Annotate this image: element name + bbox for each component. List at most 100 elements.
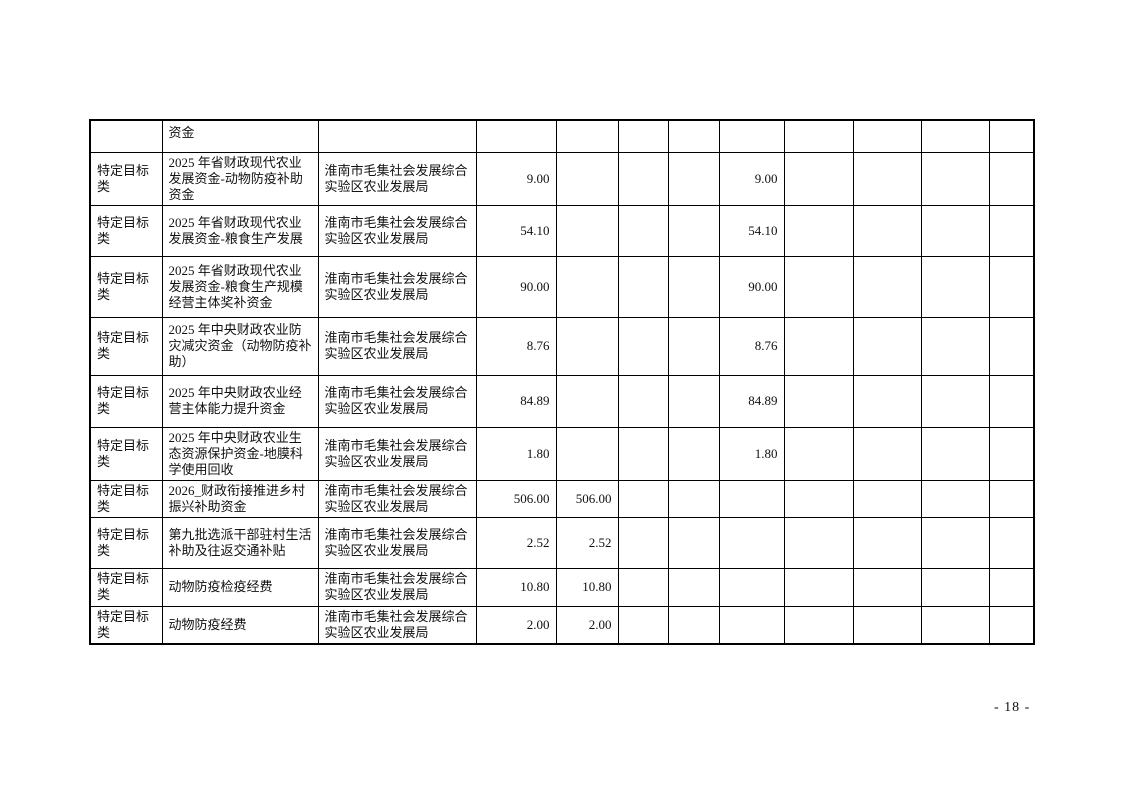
empty-cell bbox=[617, 151, 669, 206]
table-row: 特定目标类 2026_财政衔接推进乡村振兴补助资金 淮南市毛集社会发展综合实验区… bbox=[89, 479, 1035, 518]
amount-cell-c: 8.76 bbox=[718, 316, 785, 376]
category-cell: 特定目标类 bbox=[89, 479, 163, 518]
empty-cell bbox=[852, 605, 922, 645]
agency-cell: 淮南市毛集社会发展综合实验区农业发展局 bbox=[317, 204, 477, 257]
empty-cell bbox=[667, 204, 720, 257]
agency-cell: 淮南市毛集社会发展综合实验区农业发展局 bbox=[317, 151, 477, 206]
amount-cell-a: 2.00 bbox=[475, 605, 557, 645]
empty-cell bbox=[667, 567, 720, 607]
category-cell: 特定目标类 bbox=[89, 316, 163, 376]
amount-cell-a: 90.00 bbox=[475, 255, 557, 318]
empty-cell bbox=[988, 426, 1035, 481]
empty-cell bbox=[852, 151, 922, 206]
project-cell: 2025 年中央财政农业经营主体能力提升资金 bbox=[161, 374, 319, 428]
empty-cell bbox=[920, 374, 990, 428]
empty-cell bbox=[852, 374, 922, 428]
project-cell: 2025 年省财政现代农业发展资金-动物防疫补助资金 bbox=[161, 151, 319, 206]
category-cell: 特定目标类 bbox=[89, 255, 163, 318]
empty-cell bbox=[852, 316, 922, 376]
project-cell: 2026_财政衔接推进乡村振兴补助资金 bbox=[161, 479, 319, 518]
category-cell: 特定目标类 bbox=[89, 567, 163, 607]
empty-cell bbox=[783, 119, 854, 153]
empty-cell bbox=[988, 255, 1035, 318]
project-cell: 2025 年中央财政农业生态资源保护资金-地膜科学使用回收 bbox=[161, 426, 319, 481]
empty-cell bbox=[617, 119, 669, 153]
empty-cell bbox=[783, 426, 854, 481]
empty-cell bbox=[988, 119, 1035, 153]
amount-cell-c: 84.89 bbox=[718, 374, 785, 428]
category-cell bbox=[89, 119, 163, 153]
agency-cell: 淮南市毛集社会发展综合实验区农业发展局 bbox=[317, 605, 477, 645]
empty-cell bbox=[667, 255, 720, 318]
empty-cell bbox=[920, 516, 990, 569]
project-cell: 动物防疫经费 bbox=[161, 605, 319, 645]
amount-cell-c: 9.00 bbox=[718, 151, 785, 206]
agency-cell: 淮南市毛集社会发展综合实验区农业发展局 bbox=[317, 426, 477, 481]
table-row: 特定目标类 动物防疫经费 淮南市毛集社会发展综合实验区农业发展局 2.00 2.… bbox=[89, 605, 1035, 645]
amount-cell-a: 506.00 bbox=[475, 479, 557, 518]
empty-cell bbox=[617, 255, 669, 318]
category-cell: 特定目标类 bbox=[89, 605, 163, 645]
empty-cell bbox=[852, 516, 922, 569]
empty-cell bbox=[920, 151, 990, 206]
empty-cell bbox=[617, 426, 669, 481]
empty-cell bbox=[783, 567, 854, 607]
empty-cell bbox=[667, 316, 720, 376]
empty-cell bbox=[920, 119, 990, 153]
empty-cell bbox=[667, 151, 720, 206]
empty-cell bbox=[617, 516, 669, 569]
empty-cell bbox=[617, 605, 669, 645]
empty-cell bbox=[783, 516, 854, 569]
empty-cell bbox=[920, 204, 990, 257]
table-row: 特定目标类 第九批选派干部驻村生活补助及往返交通补贴 淮南市毛集社会发展综合实验… bbox=[89, 516, 1035, 569]
amount-cell-a: 84.89 bbox=[475, 374, 557, 428]
budget-table: 资金 特定目标类 2025 年省财政现代农业发展资金-动物防疫补助资金 淮南市毛… bbox=[89, 119, 1035, 645]
amount-cell-c bbox=[718, 479, 785, 518]
table-row: 特定目标类 2025 年中央财政农业经营主体能力提升资金 淮南市毛集社会发展综合… bbox=[89, 374, 1035, 428]
project-cell: 2025 年中央财政农业防灾减灾资金（动物防疫补助） bbox=[161, 316, 319, 376]
empty-cell bbox=[852, 479, 922, 518]
empty-cell bbox=[617, 567, 669, 607]
amount-cell-a: 2.52 bbox=[475, 516, 557, 569]
empty-cell bbox=[920, 567, 990, 607]
amount-cell-b bbox=[555, 151, 619, 206]
empty-cell bbox=[617, 204, 669, 257]
empty-cell bbox=[783, 255, 854, 318]
empty-cell bbox=[783, 151, 854, 206]
empty-cell bbox=[852, 119, 922, 153]
amount-cell-c: 90.00 bbox=[718, 255, 785, 318]
project-cell: 第九批选派干部驻村生活补助及往返交通补贴 bbox=[161, 516, 319, 569]
empty-cell bbox=[920, 479, 990, 518]
empty-cell bbox=[667, 119, 720, 153]
amount-cell-b: 2.52 bbox=[555, 516, 619, 569]
table-row-continuation: 资金 bbox=[89, 119, 1035, 153]
empty-cell bbox=[920, 316, 990, 376]
amount-cell-b bbox=[555, 255, 619, 318]
amount-cell-b bbox=[555, 316, 619, 376]
empty-cell bbox=[783, 316, 854, 376]
agency-cell: 淮南市毛集社会发展综合实验区农业发展局 bbox=[317, 567, 477, 607]
empty-cell bbox=[988, 204, 1035, 257]
amount-cell-a: 54.10 bbox=[475, 204, 557, 257]
amount-cell-b: 2.00 bbox=[555, 605, 619, 645]
amount-cell-b bbox=[555, 374, 619, 428]
empty-cell bbox=[667, 426, 720, 481]
agency-cell: 淮南市毛集社会发展综合实验区农业发展局 bbox=[317, 374, 477, 428]
category-cell: 特定目标类 bbox=[89, 151, 163, 206]
table-row: 特定目标类 动物防疫检疫经费 淮南市毛集社会发展综合实验区农业发展局 10.80… bbox=[89, 567, 1035, 607]
empty-cell bbox=[988, 316, 1035, 376]
empty-cell bbox=[920, 605, 990, 645]
agency-cell: 淮南市毛集社会发展综合实验区农业发展局 bbox=[317, 255, 477, 318]
empty-cell bbox=[783, 374, 854, 428]
amount-cell-c: 1.80 bbox=[718, 426, 785, 481]
empty-cell bbox=[617, 316, 669, 376]
table-row: 特定目标类 2025 年省财政现代农业发展资金-粮食生产规模经营主体奖补资金 淮… bbox=[89, 255, 1035, 318]
amount-cell-a: 10.80 bbox=[475, 567, 557, 607]
empty-cell bbox=[617, 374, 669, 428]
empty-cell bbox=[667, 374, 720, 428]
project-cell: 动物防疫检疫经费 bbox=[161, 567, 319, 607]
empty-cell bbox=[988, 151, 1035, 206]
empty-cell bbox=[988, 479, 1035, 518]
agency-cell: 淮南市毛集社会发展综合实验区农业发展局 bbox=[317, 516, 477, 569]
agency-cell: 淮南市毛集社会发展综合实验区农业发展局 bbox=[317, 316, 477, 376]
